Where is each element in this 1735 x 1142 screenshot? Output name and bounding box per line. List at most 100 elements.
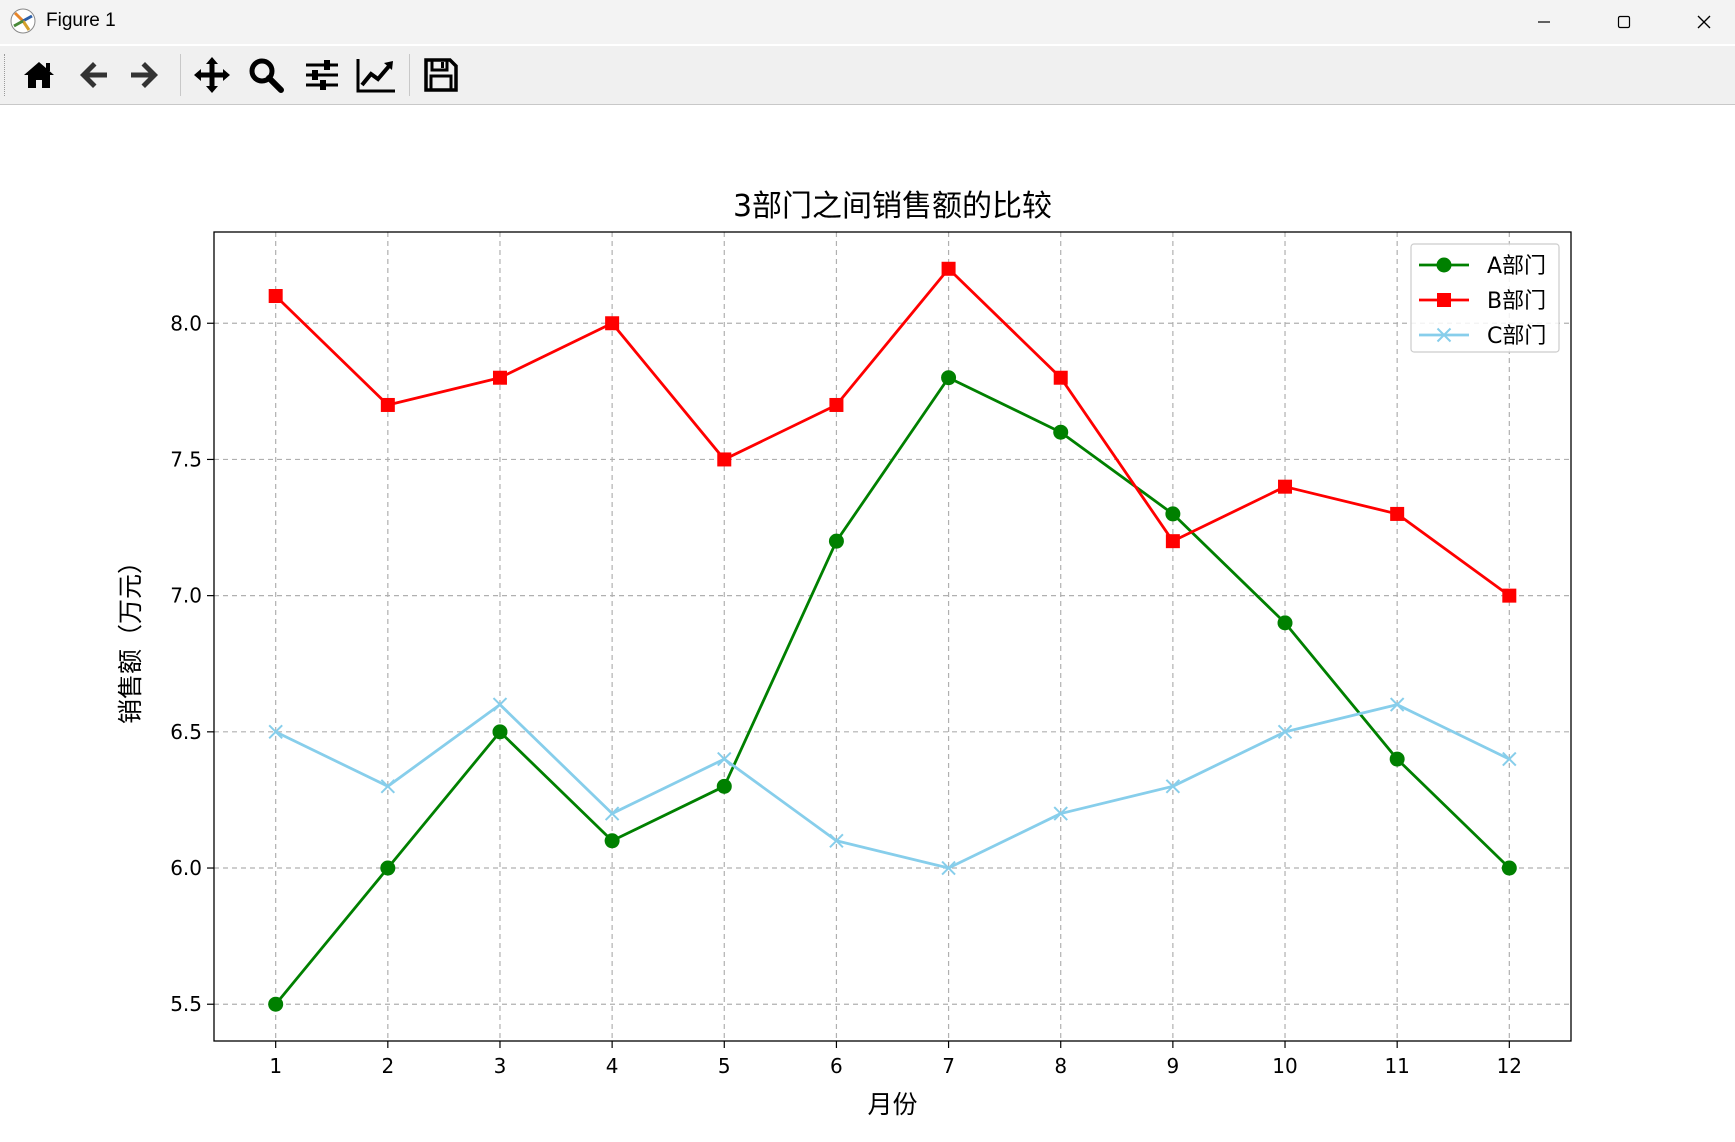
data-point bbox=[716, 778, 732, 794]
window-title: Figure 1 bbox=[46, 10, 116, 31]
x-marker-stroke bbox=[1436, 327, 1452, 343]
data-point bbox=[380, 779, 396, 794]
data-point bbox=[1165, 779, 1181, 794]
x-marker-stroke bbox=[380, 779, 396, 794]
series-lines bbox=[268, 261, 1517, 1012]
subplots-button[interactable] bbox=[299, 52, 345, 98]
forward-button[interactable] bbox=[122, 52, 168, 98]
zoom-icon bbox=[249, 58, 284, 93]
series-3 bbox=[268, 697, 1517, 876]
grid-lines bbox=[214, 232, 1571, 1041]
save-button[interactable] bbox=[418, 52, 464, 98]
y-tick-label: 7.5 bbox=[170, 447, 202, 471]
legend-marker bbox=[1436, 327, 1452, 343]
matplotlib-logo-icon bbox=[10, 8, 36, 34]
data-point bbox=[1277, 724, 1293, 740]
move-icon bbox=[194, 57, 230, 93]
data-point bbox=[717, 452, 732, 467]
x-marker-stroke bbox=[941, 860, 956, 876]
x-tick-label: 3 bbox=[494, 1054, 507, 1078]
x-marker-stroke bbox=[717, 751, 732, 767]
data-point bbox=[380, 860, 396, 876]
x-marker-stroke bbox=[492, 697, 508, 712]
data-point bbox=[1053, 424, 1069, 440]
series-line bbox=[274, 267, 1511, 597]
x-tick-label: 7 bbox=[942, 1054, 955, 1078]
line-chart: 1 2 3 4 5 6 7 8 9 10 11 125.56.06.57.07.58.0 3部门之间销… bbox=[116, 189, 1572, 1119]
axis-ticks: 1 2 3 4 5 6 7 8 9 10 11 125.56.06.57.07.58.0 bbox=[170, 311, 1522, 1078]
x-tick-label: 6 bbox=[830, 1054, 843, 1078]
x-marker-stroke bbox=[1502, 751, 1517, 767]
title-bar: Figure 1 bbox=[0, 0, 1735, 44]
data-point bbox=[268, 289, 283, 304]
data-point bbox=[1053, 370, 1068, 385]
data-point bbox=[941, 860, 956, 876]
minimize-button[interactable] bbox=[1505, 0, 1583, 44]
data-point bbox=[604, 806, 620, 821]
y-tick-label: 7.0 bbox=[170, 584, 202, 608]
data-point bbox=[1390, 506, 1405, 521]
x-tick-label: 8 bbox=[1054, 1054, 1067, 1078]
zoom-button[interactable] bbox=[243, 52, 289, 98]
data-point bbox=[828, 533, 844, 549]
legend-entry: A部门 bbox=[1419, 254, 1546, 279]
toolbar-grip bbox=[4, 54, 7, 96]
y-tick-label: 6.5 bbox=[170, 720, 202, 744]
legend-entry: C部门 bbox=[1419, 324, 1546, 349]
home-icon bbox=[24, 62, 54, 88]
data-point bbox=[1165, 534, 1180, 549]
data-point bbox=[717, 751, 732, 767]
x-tick-label: 1 bbox=[269, 1054, 282, 1078]
data-point bbox=[829, 397, 844, 412]
legend-marker bbox=[1436, 257, 1452, 273]
data-point bbox=[268, 724, 283, 740]
data-point bbox=[829, 833, 844, 849]
series-line bbox=[275, 703, 1510, 870]
minimize-icon bbox=[1538, 21, 1550, 23]
data-point bbox=[1277, 615, 1293, 631]
legend: A部门 B部门 C部门 bbox=[1410, 243, 1560, 353]
back-button[interactable] bbox=[70, 52, 116, 98]
close-button[interactable] bbox=[1665, 0, 1735, 44]
data-point bbox=[1389, 751, 1405, 767]
data-point bbox=[1502, 751, 1517, 767]
arrow-left-icon bbox=[80, 62, 107, 88]
pan-button[interactable] bbox=[189, 52, 235, 98]
figure-canvas[interactable]: 1 2 3 4 5 6 7 8 9 10 11 12 5.5 6.0 6.5 7.0 7.5 8.0 3部门之间销… bbox=[0, 105, 1735, 1142]
x-marker-stroke bbox=[1277, 724, 1293, 740]
legend-label: C部门 bbox=[1487, 324, 1546, 349]
data-point bbox=[492, 370, 507, 385]
series-line bbox=[274, 376, 1511, 1006]
x-marker-stroke bbox=[268, 724, 283, 740]
x-marker-stroke bbox=[1389, 697, 1405, 712]
y-tick-label: 6.0 bbox=[170, 856, 202, 880]
data-point bbox=[941, 370, 957, 386]
legend-label: B部门 bbox=[1487, 289, 1546, 314]
legend-label: A部门 bbox=[1487, 254, 1546, 279]
navigation-toolbar bbox=[0, 46, 1735, 105]
maximize-icon bbox=[1617, 15, 1631, 29]
sliders-icon bbox=[306, 60, 338, 90]
x-axis-label: 月份 bbox=[867, 1090, 917, 1119]
x-tick-label: 2 bbox=[381, 1054, 394, 1078]
customize-button[interactable] bbox=[353, 52, 399, 98]
home-button[interactable] bbox=[16, 52, 62, 98]
y-tick-label: 8.0 bbox=[170, 311, 202, 335]
plot-frame bbox=[213, 231, 1572, 1042]
arrow-right-icon bbox=[131, 62, 158, 88]
data-point bbox=[1165, 506, 1181, 522]
x-tick-label: 4 bbox=[606, 1054, 619, 1078]
y-axis-label: 销售额（万元） bbox=[116, 549, 145, 724]
series-1 bbox=[268, 370, 1517, 1012]
close-icon bbox=[1697, 15, 1711, 29]
y-tick-label: 5.5 bbox=[170, 992, 202, 1016]
data-point bbox=[380, 397, 395, 412]
data-point bbox=[492, 724, 508, 740]
data-point bbox=[1053, 806, 1068, 821]
data-point bbox=[605, 316, 620, 331]
data-point bbox=[1278, 479, 1293, 494]
line-chart-icon bbox=[356, 59, 395, 93]
maximize-button[interactable] bbox=[1585, 0, 1663, 44]
data-point bbox=[268, 996, 284, 1012]
x-marker-stroke bbox=[604, 806, 620, 821]
